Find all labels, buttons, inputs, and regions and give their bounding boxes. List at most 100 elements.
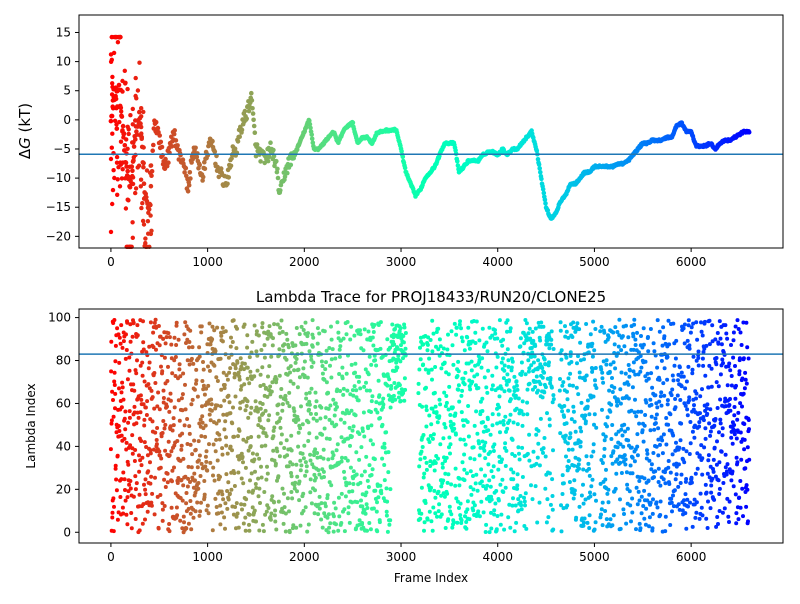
lambda-point	[741, 320, 746, 325]
lambda-point	[665, 398, 670, 403]
lambda-point	[231, 512, 236, 517]
dg-y-axis-label: ΔG (kT)	[16, 103, 34, 159]
lambda-point	[402, 376, 407, 381]
lambda-point	[551, 397, 556, 402]
lambda-point	[430, 318, 435, 323]
lambda-point	[241, 521, 246, 526]
lambda-point	[382, 463, 387, 467]
lambda-point	[629, 519, 633, 524]
lambda-point	[746, 519, 750, 524]
lambda-point	[215, 325, 220, 330]
lambda-point	[446, 407, 451, 412]
lambda-point	[625, 482, 630, 487]
lambda-point	[328, 521, 333, 526]
lambda-point	[559, 348, 564, 353]
lambda-point	[427, 356, 432, 361]
lambda-point	[187, 424, 192, 429]
lambda-point	[747, 457, 752, 462]
lambda-point	[540, 366, 545, 370]
lambda-point	[396, 354, 401, 358]
lambda-point	[559, 529, 564, 534]
lambda-point	[507, 388, 512, 393]
lambda-point	[475, 431, 480, 436]
lambda-point	[683, 492, 688, 497]
lambda-point	[481, 510, 486, 515]
lambda-point	[195, 394, 200, 399]
lambda-point	[717, 430, 721, 435]
lambda-point	[148, 460, 152, 465]
lambda-point	[308, 458, 313, 463]
lambda-point	[602, 438, 607, 443]
lambda-point	[212, 328, 217, 333]
dg-point	[116, 82, 122, 88]
lambda-point	[448, 442, 453, 447]
lambda-point	[439, 484, 444, 489]
dg-point	[350, 120, 356, 126]
dg-point	[149, 173, 154, 178]
lambda-point	[680, 508, 685, 513]
lambda-point	[182, 520, 186, 525]
lambda-point	[464, 520, 469, 524]
lambda-point	[443, 459, 448, 463]
lambda-point	[260, 402, 265, 406]
lambda-point	[714, 380, 719, 385]
lambda-point	[474, 319, 479, 324]
dg-point	[108, 229, 114, 235]
lambda-point	[429, 519, 434, 524]
lambda-point	[132, 410, 137, 415]
lambda-point	[358, 386, 363, 391]
lambda-point	[384, 486, 389, 491]
lambda-point	[465, 499, 470, 504]
lambda-point	[138, 410, 143, 415]
dg-point	[129, 164, 135, 169]
lambda-point	[657, 399, 662, 404]
lambda-point	[324, 380, 329, 385]
lambda-point	[276, 499, 281, 504]
lambda-point	[115, 326, 120, 331]
lambda-point	[204, 449, 209, 454]
lambda-point	[326, 406, 331, 411]
lambda-point	[162, 477, 167, 482]
lambda-point	[684, 526, 689, 531]
lambda-point	[113, 343, 118, 348]
lambda-point	[511, 420, 516, 425]
lambda-point	[148, 451, 153, 456]
lambda-point	[517, 451, 521, 456]
lambda-point	[739, 343, 744, 347]
lambda-point	[560, 492, 565, 496]
lambda-point	[419, 511, 424, 516]
lambda-point	[466, 361, 471, 366]
lambda-point	[631, 347, 636, 352]
lambda-point	[211, 465, 216, 470]
lambda-point	[137, 453, 141, 458]
lambda-point	[430, 528, 435, 533]
lambda-point	[497, 394, 502, 399]
lambda-point	[491, 474, 496, 479]
lambda-point	[418, 357, 423, 362]
lambda-point	[236, 434, 240, 439]
lambda-point	[632, 317, 637, 322]
lambda-point	[189, 356, 194, 361]
lambda-point	[313, 488, 317, 493]
lambda-point	[320, 525, 325, 530]
lambda-point	[510, 356, 514, 361]
lambda-point	[109, 369, 114, 374]
lambda-point	[449, 329, 454, 334]
lambda-point	[220, 446, 225, 451]
lambda-point	[706, 453, 711, 458]
lambda-point	[381, 402, 386, 407]
lambda-point	[499, 512, 504, 517]
dg-point	[140, 218, 146, 224]
lambda-point	[611, 330, 616, 335]
lambda-point	[742, 437, 747, 442]
lambda-point	[459, 393, 464, 398]
lambda-point	[141, 347, 146, 352]
lambda-point	[167, 409, 172, 414]
dg-point	[210, 138, 215, 144]
lambda-point	[688, 420, 693, 424]
lambda-point	[341, 386, 346, 391]
lambda-point	[653, 421, 658, 426]
dg-point	[143, 240, 148, 246]
lambda-point	[129, 526, 134, 531]
lambda-point	[456, 359, 461, 364]
